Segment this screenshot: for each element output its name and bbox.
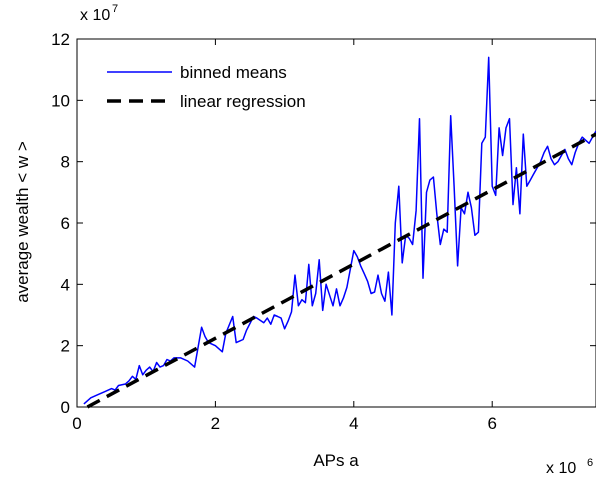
legend-label-linear-regression: linear regression [180,92,306,111]
series-binned-means [83,56,596,405]
tick-layer: 0 2 4 6 0 2 4 6 8 10 12 [51,30,596,433]
axes-box [76,38,596,408]
series-linear-regression [86,132,596,409]
x-tick-label: 4 [349,414,358,433]
x-axis-label: APs a [313,451,359,470]
y-tick-label: 0 [61,398,70,417]
legend: binned means linear regression [107,63,306,111]
y-tick-label: 4 [61,275,70,294]
legend-label-binned-means: binned means [180,63,287,82]
y-multiplier-exponent: 7 [112,3,118,15]
x-tick-label: 6 [487,414,496,433]
x-multiplier: x 10 [546,460,576,477]
y-tick-label: 10 [51,91,70,110]
x-tick-label: 0 [72,414,81,433]
x-tick-label: 2 [211,414,220,433]
y-tick-label: 8 [61,153,70,172]
y-tick-label: 6 [61,214,70,233]
plot-area: 0 2 4 6 0 2 4 6 8 10 12 [51,30,596,433]
y-tick-label: 12 [51,30,70,49]
y-multiplier: x 10 [80,7,110,24]
x-multiplier-exponent: 6 [587,457,593,469]
y-axis-label: average wealth < w > [13,141,32,303]
data-layer [83,56,596,409]
y-tick-label: 2 [61,337,70,356]
